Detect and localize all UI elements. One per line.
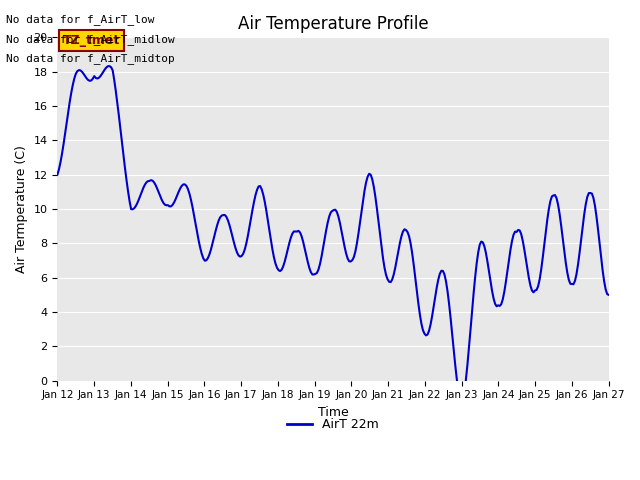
X-axis label: Time: Time bbox=[317, 406, 348, 419]
Text: No data for f_AirT_low: No data for f_AirT_low bbox=[6, 14, 155, 25]
Text: TZ_tmet: TZ_tmet bbox=[63, 34, 120, 47]
Y-axis label: Air Termperature (C): Air Termperature (C) bbox=[15, 145, 28, 273]
Legend: AirT 22m: AirT 22m bbox=[282, 413, 384, 436]
Title: Air Temperature Profile: Air Temperature Profile bbox=[238, 15, 428, 33]
Text: No data for f_AirT_midtop: No data for f_AirT_midtop bbox=[6, 53, 175, 64]
Text: No data for f_AirT_midlow: No data for f_AirT_midlow bbox=[6, 34, 175, 45]
